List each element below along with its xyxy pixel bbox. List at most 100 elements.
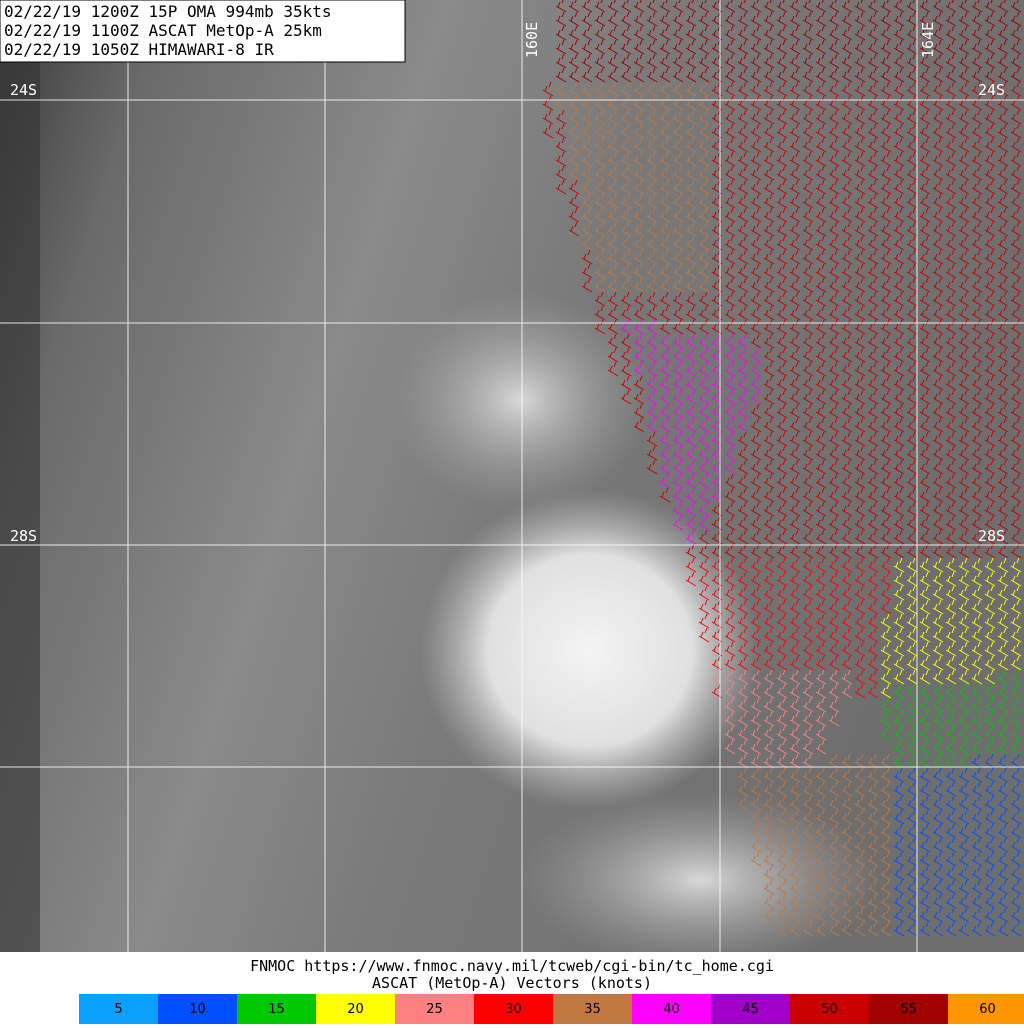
wind-barb (607, 347, 619, 363)
wind-barb (997, 179, 1009, 195)
wind-barb (672, 81, 684, 97)
wind-barb (919, 123, 931, 139)
wind-barb (737, 137, 749, 153)
wind-barb (1010, 767, 1022, 783)
wind-barb (867, 795, 879, 811)
wind-barb (750, 67, 762, 83)
wind-barb (984, 557, 996, 573)
wind-barb (659, 165, 671, 181)
wind-barb (763, 305, 775, 321)
wind-barb (958, 347, 970, 363)
wind-barb (750, 403, 762, 419)
wind-barb (906, 669, 918, 685)
wind-barb (919, 67, 931, 83)
wind-barb (555, 25, 567, 41)
wind-barb (893, 109, 905, 125)
wind-barb (932, 137, 944, 153)
wind-barb (854, 837, 866, 853)
wind-barb (919, 221, 931, 237)
wind-barb (945, 865, 957, 881)
wind-barb (906, 151, 918, 167)
wind-barb (750, 781, 762, 797)
wind-barb (750, 0, 762, 13)
wind-barb (984, 641, 996, 657)
wind-barb (919, 389, 931, 405)
wind-barb (997, 445, 1009, 461)
wind-barb (672, 123, 684, 139)
wind-barb (737, 347, 749, 363)
wind-barb (919, 165, 931, 181)
wind-barb (815, 25, 827, 41)
wind-barb (958, 193, 970, 209)
wind-barb (633, 221, 645, 237)
wind-barb (854, 683, 866, 699)
wind-barb (828, 683, 840, 699)
wind-barb (737, 123, 749, 139)
wind-barb (763, 781, 775, 797)
wind-barb (763, 459, 775, 475)
wind-barb (867, 921, 879, 937)
wind-barb (763, 851, 775, 867)
wind-barb (659, 375, 671, 391)
wind-barb (971, 907, 983, 923)
wind-barb (893, 795, 905, 811)
wind-barb (698, 25, 710, 41)
wind-barb (841, 123, 853, 139)
wind-barb (932, 473, 944, 489)
wind-barb (685, 389, 697, 405)
wind-barb (646, 277, 658, 293)
wind-barb (1010, 0, 1022, 13)
wind-barb (841, 501, 853, 517)
wind-barb (906, 809, 918, 825)
wind-barb (945, 389, 957, 405)
wind-barb (646, 137, 658, 153)
wind-barb (958, 165, 970, 181)
wind-barb (750, 431, 762, 447)
wind-barb (919, 431, 931, 447)
wind-barb (984, 795, 996, 811)
wind-barb (607, 11, 619, 27)
wind-barb (932, 767, 944, 783)
wind-barb (958, 487, 970, 503)
wind-barb (971, 627, 983, 643)
wind-barb (841, 683, 853, 699)
wind-barb (633, 25, 645, 41)
wind-barb (997, 25, 1009, 41)
wind-barb (919, 711, 931, 727)
wind-barb (841, 529, 853, 545)
wind-barb (763, 823, 775, 839)
wind-barb (867, 851, 879, 867)
wind-barb (880, 879, 892, 895)
wind-barb (841, 767, 853, 783)
wind-barb (854, 473, 866, 489)
wind-barb (971, 249, 983, 265)
wind-barb (906, 613, 918, 629)
wind-barb (724, 207, 736, 223)
wind-barb (789, 207, 801, 223)
wind-barb (776, 39, 788, 55)
wind-barb (854, 109, 866, 125)
wind-barb (984, 487, 996, 503)
wind-barb (815, 389, 827, 405)
wind-barb (971, 179, 983, 195)
legend-swatch (948, 994, 1024, 1024)
wind-barb (1010, 893, 1022, 909)
wind-barb (1010, 249, 1022, 265)
wind-barb (620, 109, 632, 125)
wind-barb (659, 137, 671, 153)
wind-barb (763, 739, 775, 755)
wind-barb (893, 445, 905, 461)
wind-barb (698, 137, 710, 153)
wind-barb (685, 445, 697, 461)
wind-barb (932, 207, 944, 223)
wind-barb (867, 585, 879, 601)
wind-barb (776, 417, 788, 433)
wind-barb (958, 263, 970, 279)
wind-barb (997, 571, 1009, 587)
wind-barb (1010, 837, 1022, 853)
wind-barb (893, 11, 905, 27)
wind-barb (763, 235, 775, 251)
wind-barb (815, 809, 827, 825)
wind-barb (672, 39, 684, 55)
wind-barb (841, 347, 853, 363)
